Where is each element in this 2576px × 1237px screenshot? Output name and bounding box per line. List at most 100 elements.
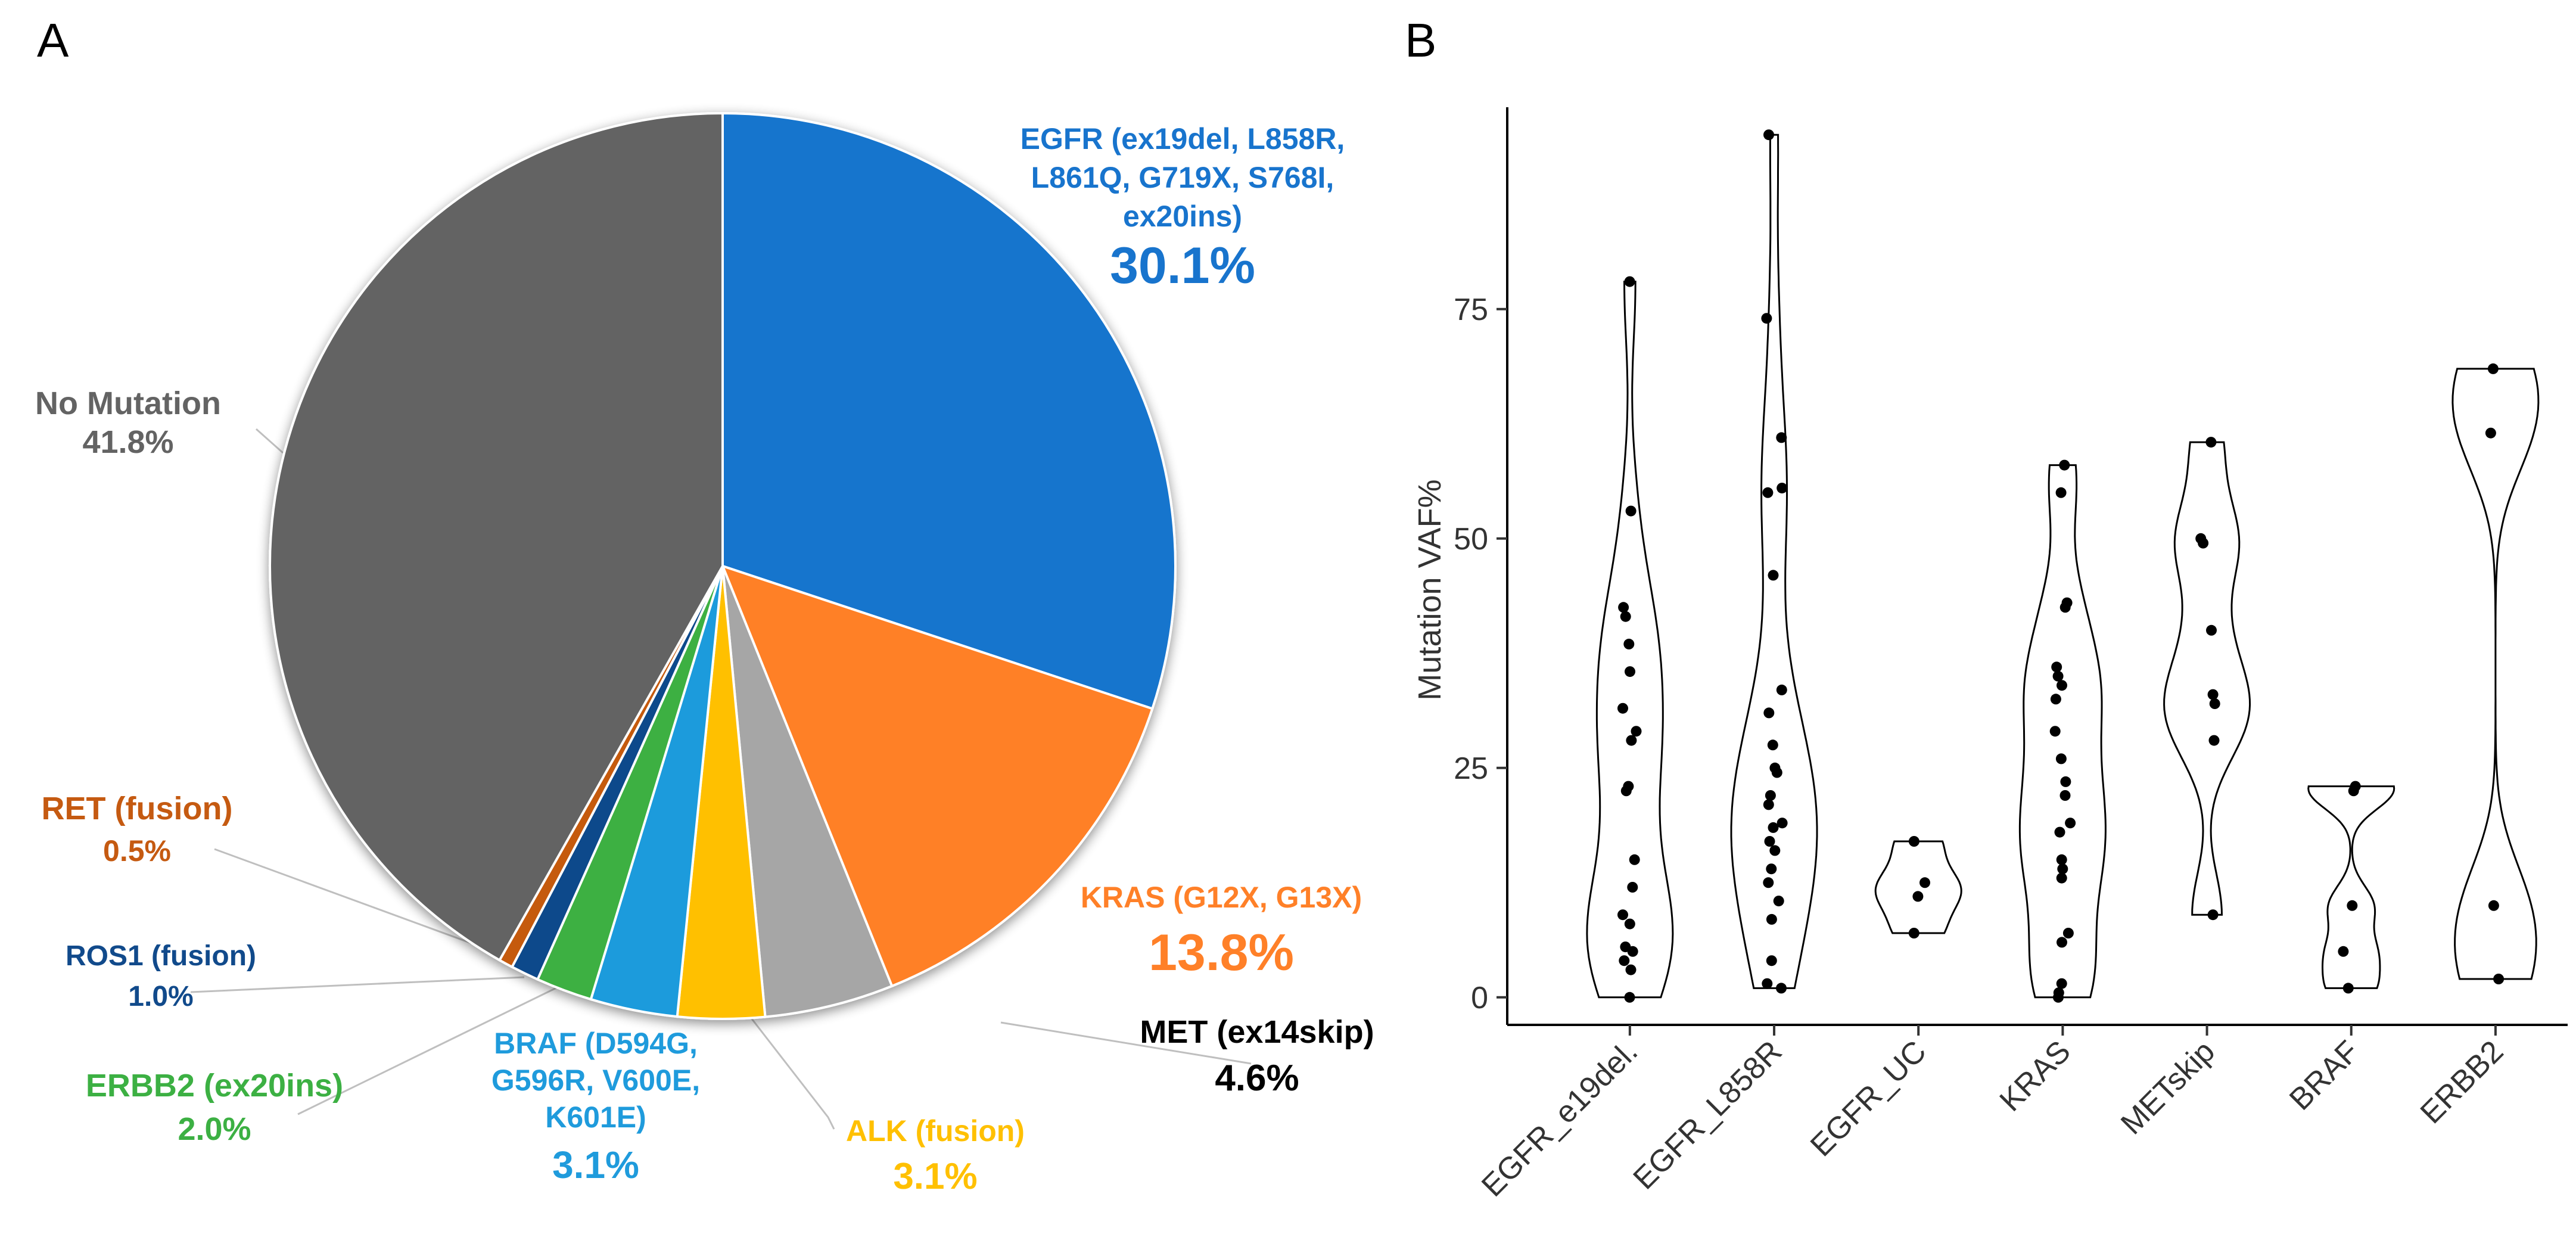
data-point — [1768, 822, 1779, 833]
violin-egfr-uc — [1874, 840, 1962, 934]
pie-label-egfr: EGFR (ex19del, L858R, L861Q, G719X, S768I… — [1021, 122, 1345, 294]
data-point — [1776, 983, 1787, 994]
data-point — [1908, 836, 1919, 847]
pie-labels: EGFR (ex19del, L858R, L861Q, G719X, S768I… — [35, 122, 1374, 1197]
data-point — [1627, 946, 1638, 957]
pie-chart — [269, 111, 1177, 1020]
data-point — [1762, 978, 1773, 989]
pie-label-line: KRAS (G12X, G13X) — [1081, 881, 1362, 914]
violin-plot: 0 25 50 75 Mutation VAF% EGFR_e19del.EGFR_L85… — [1412, 107, 2568, 1204]
pie-label-ret: RET (fusion) 0.5% — [42, 791, 233, 868]
violin-egfr-l858r — [1730, 133, 1818, 989]
data-point — [2059, 790, 2071, 801]
y-tick-label: 75 — [1454, 293, 1488, 327]
data-point — [1908, 928, 1919, 938]
data-point — [2059, 602, 2071, 613]
data-point — [1623, 638, 1635, 649]
violin-kras — [2018, 464, 2107, 999]
data-point — [1766, 955, 1777, 966]
pie-label-alk: ALK (fusion) 3.1% — [846, 1114, 1025, 1197]
data-point — [1627, 882, 1638, 893]
data-point — [1767, 739, 1778, 751]
data-point — [1776, 684, 1787, 695]
data-point — [1617, 703, 1628, 714]
data-point — [1620, 611, 1631, 622]
data-point — [1761, 313, 1772, 324]
data-point — [1625, 505, 1637, 517]
data-point — [2056, 854, 2067, 865]
pie-label-line: EGFR (ex19del, L858R, — [1021, 122, 1345, 156]
data-point — [1773, 896, 1784, 907]
data-point — [2050, 694, 2061, 705]
pie-label-ros1: ROS1 (fusion) 1.0% — [66, 940, 256, 1012]
x-tick-label-egfr-e19del: EGFR_e19del. — [1475, 1034, 1644, 1203]
data-point — [1771, 767, 1782, 778]
data-point — [1624, 918, 1635, 930]
leader-line-ros1 — [190, 976, 525, 993]
pie-label-line: No Mutation — [35, 386, 221, 421]
data-point — [2487, 363, 2499, 374]
data-point — [2057, 680, 2067, 691]
pie-label-percent: 4.6% — [1215, 1058, 1299, 1099]
data-point — [2205, 437, 2217, 448]
data-point — [1763, 707, 1775, 719]
data-point — [1619, 955, 1630, 966]
pie-label-line: RET (fusion) — [42, 791, 233, 826]
data-point — [1618, 602, 1629, 613]
data-point — [1617, 909, 1628, 921]
pie-label-no-mutation: No Mutation 41.8% — [35, 386, 221, 460]
data-point — [2338, 946, 2349, 957]
data-point — [1776, 432, 1787, 443]
x-tick-label-kras: KRAS — [1993, 1034, 2077, 1118]
leader-line-erbb2 — [297, 982, 567, 1115]
data-point — [2054, 826, 2065, 838]
panel-a-label: A — [37, 14, 69, 67]
data-point — [1626, 735, 1637, 746]
data-point — [2207, 909, 2219, 921]
x-tick-label-metskip: METskip — [2114, 1034, 2222, 1141]
pie-label-met: MET (ex14skip) 4.6% — [1140, 1014, 1374, 1099]
data-point — [2052, 670, 2064, 682]
pie-slice-kras — [720, 564, 1154, 988]
data-point — [2493, 974, 2505, 984]
pie-leader-lines — [190, 428, 1252, 1130]
data-point — [2059, 459, 2070, 471]
panel-b-label: B — [1405, 14, 1436, 67]
data-point — [1620, 785, 1632, 797]
pie-label-line: G596R, V600E, — [491, 1064, 700, 1097]
data-point — [1766, 913, 1777, 925]
data-point — [2062, 928, 2074, 938]
pie-label-line: ex20ins) — [1123, 200, 1242, 233]
pie-label-percent: 41.8% — [82, 424, 173, 460]
data-point — [1763, 129, 1774, 141]
x-tick-label-braf: BRAF — [2283, 1034, 2366, 1117]
data-point — [1768, 570, 1779, 581]
x-tick-label-egfr-l858r: EGFR_L858R — [1627, 1034, 1789, 1196]
pie-label-percent: 13.8% — [1149, 924, 1294, 981]
pie-label-line: ROS1 (fusion) — [66, 940, 256, 972]
y-axis-label: Mutation VAF% — [1412, 479, 1448, 700]
pie-label-percent: 1.0% — [128, 981, 193, 1012]
data-point — [1777, 483, 1788, 494]
data-point — [1762, 487, 1774, 498]
violin-metskip — [2163, 441, 2251, 916]
data-point — [2065, 818, 2076, 829]
data-point — [1766, 863, 1777, 875]
pie-label-line: MET (ex14skip) — [1140, 1014, 1374, 1050]
data-point — [2488, 900, 2499, 911]
data-point — [2347, 900, 2358, 911]
pie-slice-no-mutation — [269, 111, 724, 962]
data-point — [1777, 818, 1788, 829]
violin-erbb2 — [2451, 368, 2540, 980]
data-point — [1625, 964, 1637, 975]
data-point — [1769, 845, 1781, 856]
pie-label-line: L861Q, G719X, S768I, — [1031, 161, 1334, 194]
pie-label-percent: 2.0% — [178, 1111, 251, 1147]
leader-line-ret — [214, 848, 516, 961]
x-tick-label-erbb2: ERBB2 — [2414, 1034, 2510, 1130]
pie-label-line: BRAF (D594G, — [494, 1027, 698, 1060]
data-point — [2206, 624, 2217, 636]
y-tick-label: 0 — [1471, 981, 1488, 1015]
leader-line-met — [1000, 1021, 1252, 1065]
pie-slice-egfr — [721, 111, 1177, 710]
